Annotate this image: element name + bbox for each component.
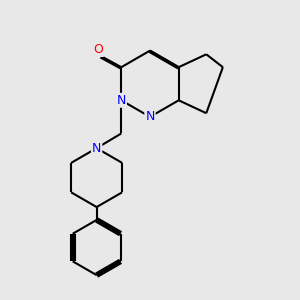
Text: N: N	[92, 142, 101, 155]
Text: N: N	[145, 110, 155, 123]
Text: N: N	[117, 94, 126, 107]
Text: O: O	[93, 43, 103, 56]
